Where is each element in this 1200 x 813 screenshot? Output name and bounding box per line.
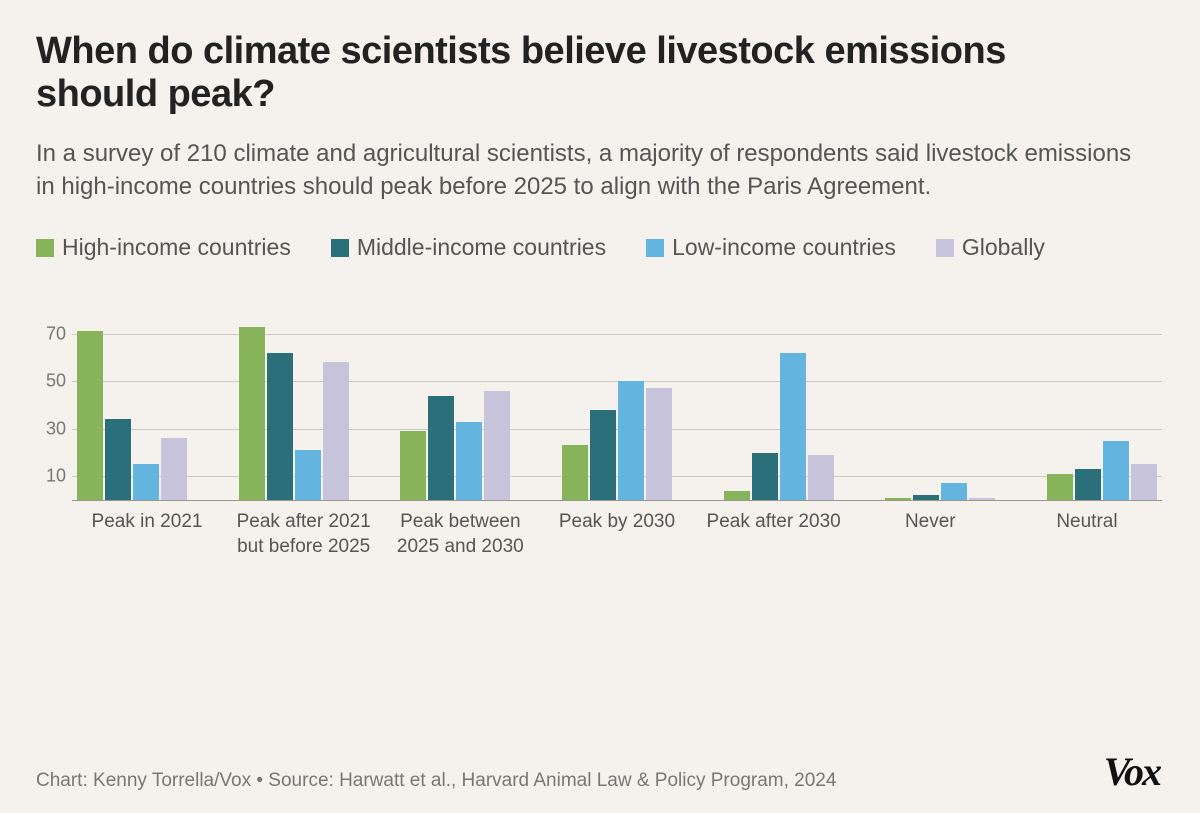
legend-item: Low-income countries xyxy=(646,229,896,266)
y-tick-label: 50 xyxy=(36,371,66,392)
chart-title: When do climate scientists believe lives… xyxy=(36,30,1036,115)
bar xyxy=(161,438,187,500)
bar-group xyxy=(880,483,1000,500)
x-tick-label: Neutral xyxy=(1012,510,1162,559)
chart-subtitle: In a survey of 210 climate and agricultu… xyxy=(36,137,1136,203)
legend-item: Middle-income countries xyxy=(331,229,606,266)
y-tick-label: 30 xyxy=(36,418,66,439)
bar-group xyxy=(1042,441,1162,500)
chart-credit: Chart: Kenny Torrella/Vox • Source: Harw… xyxy=(36,767,836,795)
bar xyxy=(780,353,806,500)
legend-label: Globally xyxy=(962,229,1045,266)
bar xyxy=(590,410,616,500)
legend-swatch xyxy=(936,239,954,257)
baseline xyxy=(72,500,1162,501)
bar xyxy=(913,495,939,500)
bar xyxy=(133,464,159,500)
bar xyxy=(267,353,293,500)
bar-group xyxy=(557,381,677,500)
bar-group xyxy=(72,331,192,500)
bar xyxy=(941,483,967,500)
bar xyxy=(77,331,103,500)
x-tick-label: Peak between 2025 and 2030 xyxy=(385,510,535,559)
bar xyxy=(1103,441,1129,500)
bar xyxy=(752,453,778,501)
bar-group xyxy=(234,327,354,500)
x-tick-label: Peak after 2030 xyxy=(699,510,849,559)
x-tick-label: Peak by 2030 xyxy=(542,510,692,559)
y-tick-label: 70 xyxy=(36,323,66,344)
y-tick-label: 10 xyxy=(36,466,66,487)
bar-group xyxy=(395,391,515,500)
legend-label: Middle-income countries xyxy=(357,229,606,266)
x-tick-label: Peak after 2021 but before 2025 xyxy=(229,510,379,559)
legend-label: High-income countries xyxy=(62,229,291,266)
legend: High-income countries Middle-income count… xyxy=(36,229,1164,266)
x-tick-label: Never xyxy=(855,510,1005,559)
bar-group xyxy=(719,353,839,500)
legend-label: Low-income countries xyxy=(672,229,896,266)
bar xyxy=(484,391,510,500)
x-tick-label: Peak in 2021 xyxy=(72,510,222,559)
plot-area: 10305070 xyxy=(72,310,1162,500)
bar xyxy=(618,381,644,500)
legend-item: High-income countries xyxy=(36,229,291,266)
bar xyxy=(1047,474,1073,500)
bar xyxy=(428,396,454,501)
legend-swatch xyxy=(36,239,54,257)
legend-swatch xyxy=(646,239,664,257)
bar xyxy=(456,422,482,500)
legend-swatch xyxy=(331,239,349,257)
bar xyxy=(646,388,672,500)
legend-item: Globally xyxy=(936,229,1045,266)
x-axis-labels: Peak in 2021Peak after 2021 but before 2… xyxy=(72,510,1162,559)
bar xyxy=(885,498,911,500)
bar xyxy=(239,327,265,500)
bar xyxy=(400,431,426,500)
bar xyxy=(323,362,349,500)
bar xyxy=(105,419,131,500)
bar-chart: 10305070 Peak in 2021Peak after 2021 but… xyxy=(72,310,1162,559)
bar-groups xyxy=(72,310,1162,500)
bar xyxy=(1075,469,1101,500)
vox-logo: Vox xyxy=(1104,748,1164,795)
bar xyxy=(969,498,995,500)
bar xyxy=(724,491,750,501)
bar xyxy=(562,445,588,500)
bar xyxy=(1131,464,1157,500)
bar xyxy=(808,455,834,500)
bar xyxy=(295,450,321,500)
